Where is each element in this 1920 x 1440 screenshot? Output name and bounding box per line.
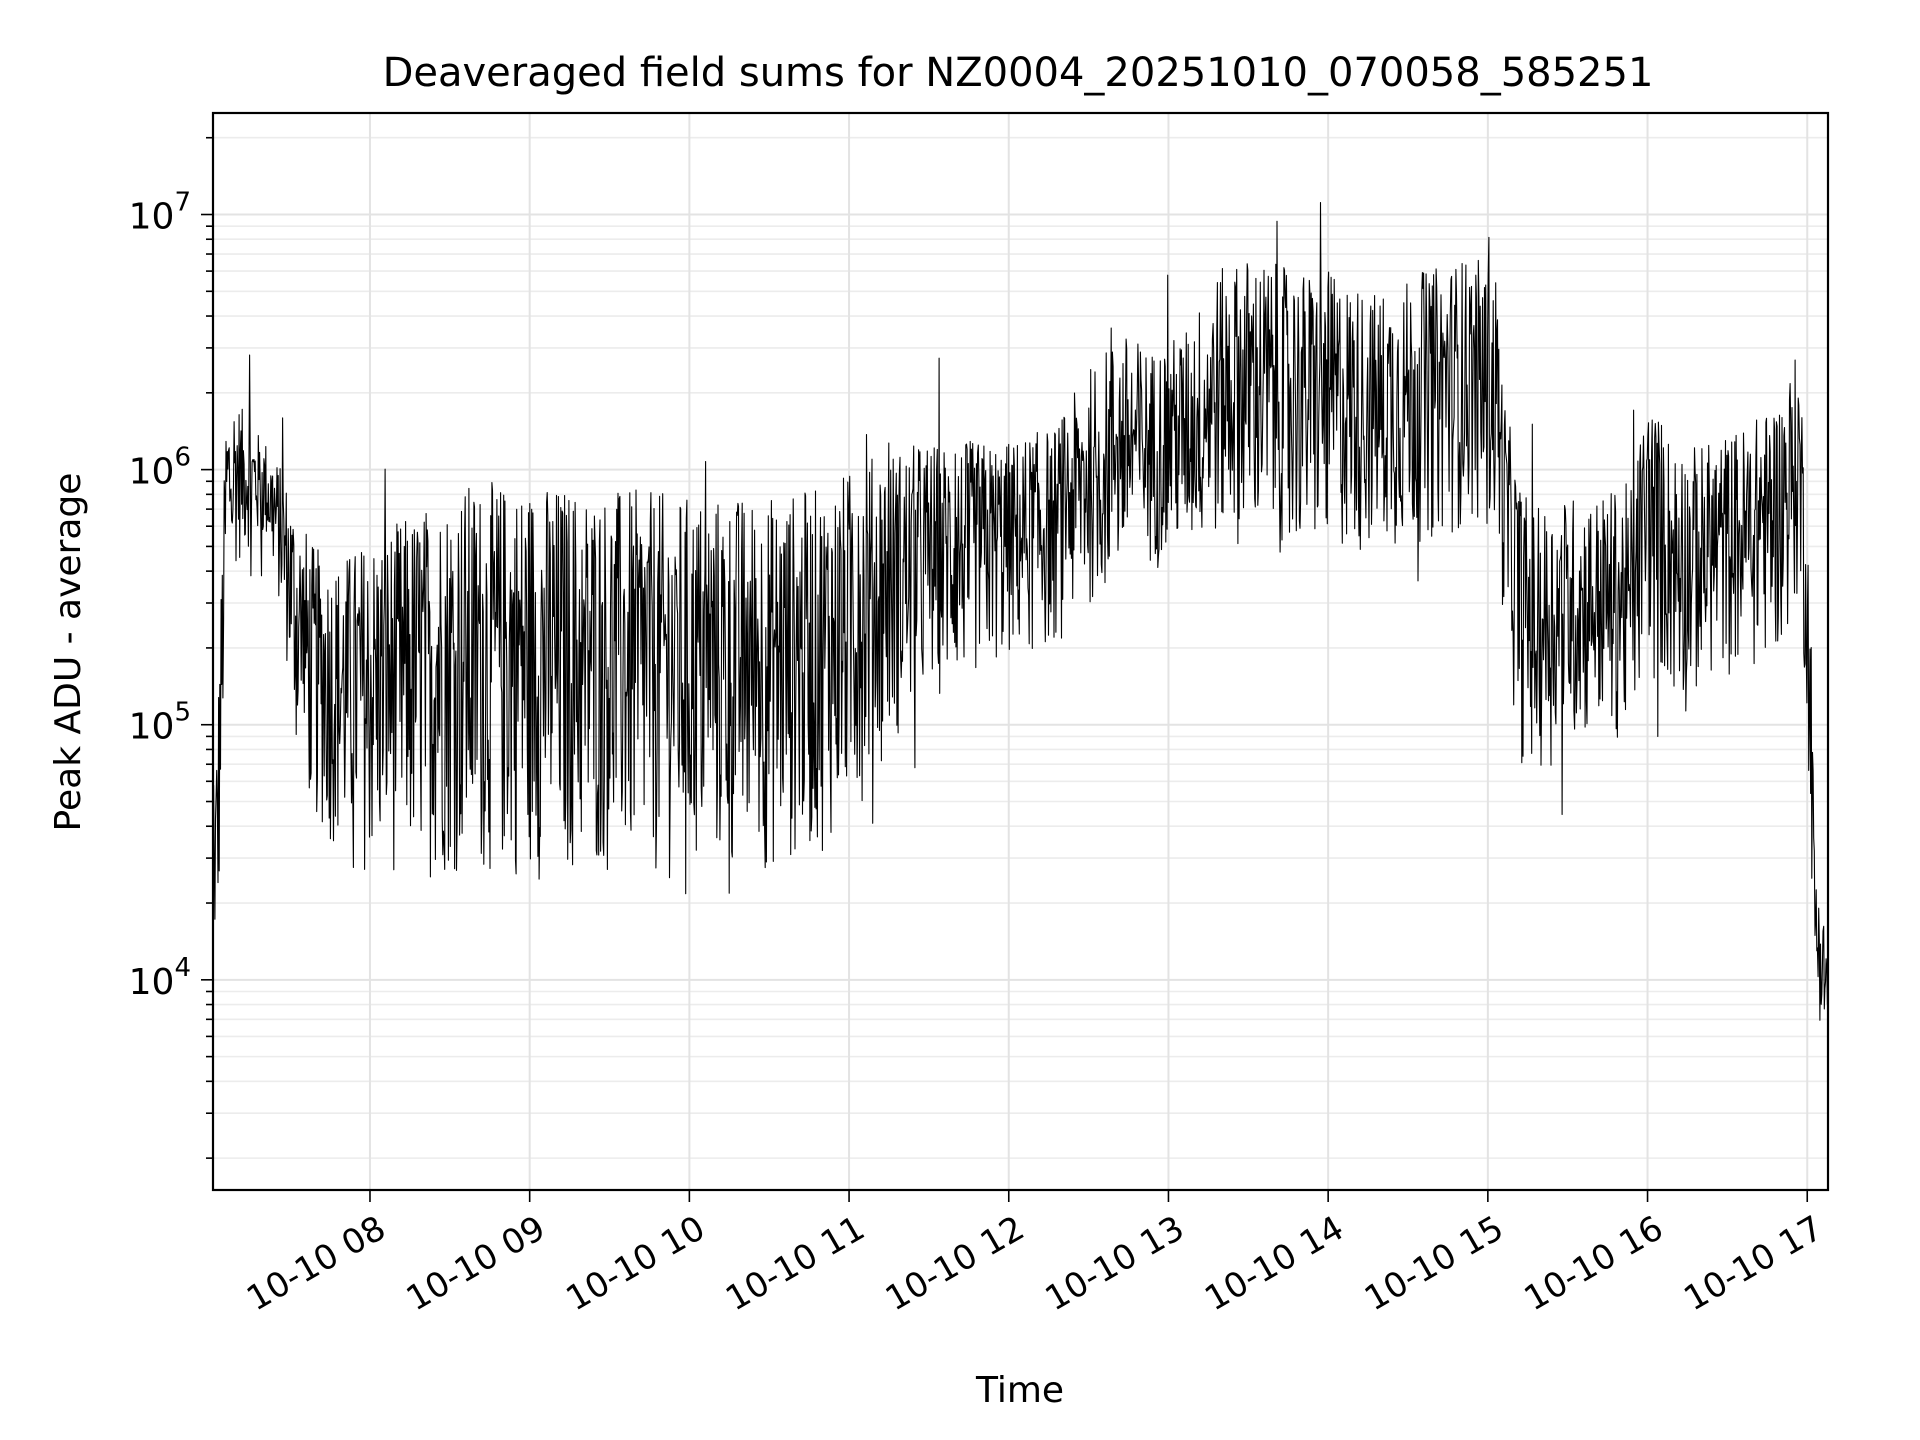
y-tick-label: 106	[129, 443, 191, 493]
x-tick-label: 10-10 14	[1198, 1208, 1350, 1319]
y-tick-label: 105	[129, 698, 191, 748]
x-axis-label: Time	[975, 1370, 1064, 1411]
x-tick-label: 10-10 11	[719, 1208, 871, 1319]
y-axis-label: Peak ADU - average	[48, 473, 89, 832]
x-tick-label: 10-10 15	[1358, 1208, 1510, 1319]
series-line-field-sums	[213, 202, 1828, 1021]
x-tick-label: 10-10 10	[559, 1208, 711, 1319]
x-tick-label: 10-10 16	[1518, 1208, 1670, 1319]
x-tick-label: 10-10 13	[1039, 1208, 1191, 1319]
y-axis: 104 105 106 107	[129, 136, 213, 1159]
y-tick-label: 107	[129, 188, 191, 238]
axes-frame	[211, 111, 1830, 1192]
x-tick-label: 10-10 12	[879, 1208, 1031, 1319]
x-tick-label: 10-10 17	[1677, 1208, 1829, 1319]
x-tick-label: 10-10 08	[240, 1208, 392, 1319]
chart-title: Deaveraged field sums for NZ0004_2025101…	[383, 50, 1654, 96]
x-tick-label: 10-10 09	[400, 1208, 552, 1319]
y-tick-label: 104	[129, 953, 191, 1003]
x-axis: 10-10 08 10-10 09 10-10 10 10-10 11 10-10 12…	[240, 1190, 1830, 1319]
